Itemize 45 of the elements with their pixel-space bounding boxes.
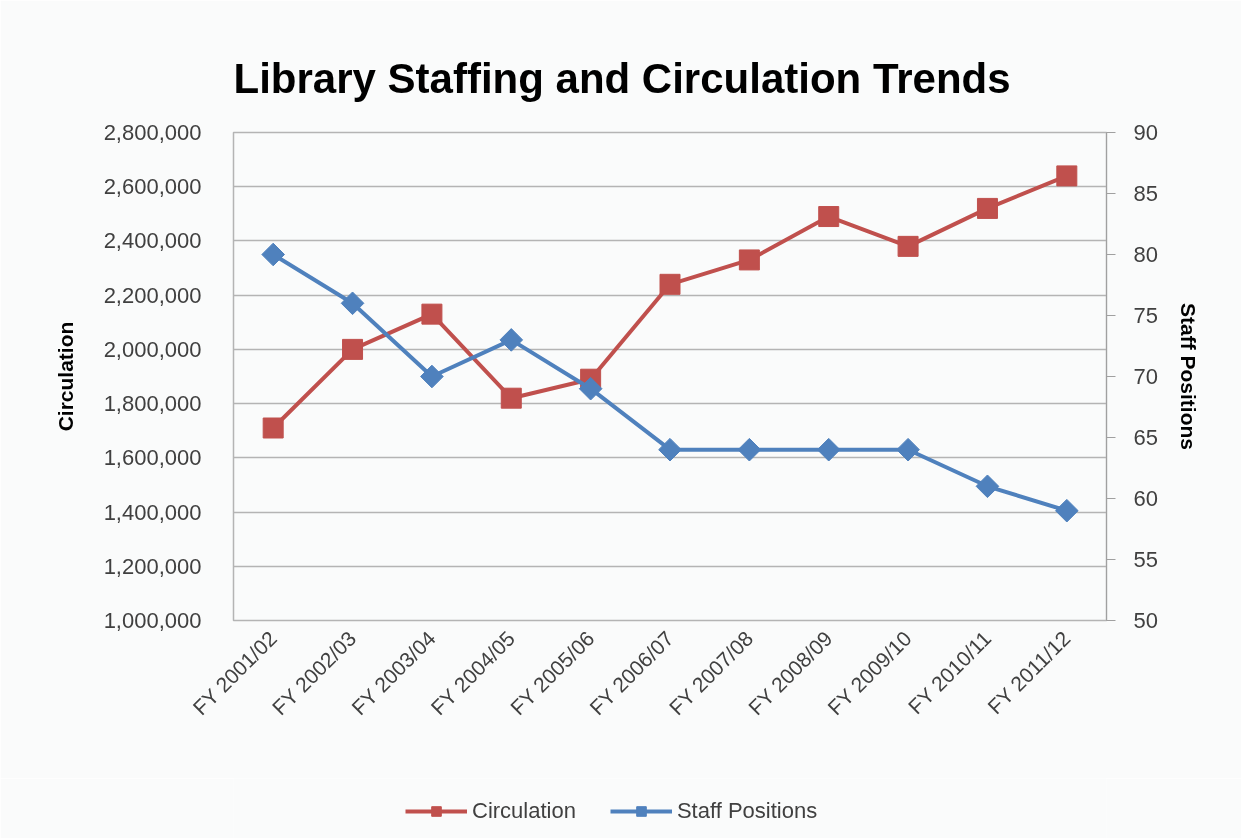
point (976, 197, 998, 219)
legend-label: Circulation (472, 798, 576, 824)
point (262, 417, 284, 439)
point (816, 437, 841, 462)
chart-title: Library Staffing and Circulation Trends (233, 54, 1011, 102)
point (342, 338, 364, 360)
y2-tick-label: 60 (1133, 486, 1158, 511)
y-tick-label: 2,000,000 (103, 336, 202, 362)
y-tick-label: 1,000,000 (103, 608, 202, 633)
point (499, 328, 524, 352)
y-tick-label: 1,800,000 (103, 391, 202, 417)
y-tick-label: 1,400,000 (103, 499, 202, 525)
point (659, 273, 681, 295)
point (738, 249, 760, 271)
y-tick-label: 2,600,000 (103, 174, 202, 200)
point (1055, 498, 1079, 523)
y-tick-label: 1,200,000 (103, 553, 202, 579)
y-tick-label: 1,600,000 (103, 445, 202, 471)
point (737, 437, 762, 462)
point (578, 376, 603, 401)
point (500, 387, 522, 409)
legend-label: Staff Positions (676, 798, 818, 824)
point (340, 291, 365, 316)
point (975, 474, 1000, 499)
y2-tick-label: 55 (1133, 547, 1158, 572)
y2-tick-label: 85 (1133, 181, 1158, 206)
y-tick-label: 2,800,000 (103, 120, 202, 145)
y-tick-label: 2,200,000 (103, 282, 202, 308)
point (658, 437, 682, 462)
point (261, 242, 285, 267)
y2-tick-label: 50 (1133, 608, 1158, 633)
point (421, 303, 443, 325)
y2-tick-label: 75 (1133, 303, 1158, 328)
y2-tick-label: 70 (1133, 364, 1158, 389)
y2-axis-title: Staff Positions (1176, 302, 1200, 451)
y-tick-label: 2,400,000 (103, 228, 202, 254)
y2-tick-label: 80 (1133, 242, 1158, 267)
y-axis-title: Circulation (53, 321, 77, 432)
point (818, 206, 840, 228)
point (1056, 165, 1078, 187)
y2-tick-label: 90 (1133, 120, 1158, 145)
point (897, 235, 919, 257)
y2-tick-label: 65 (1133, 425, 1158, 450)
point (896, 437, 920, 462)
point (420, 364, 444, 389)
